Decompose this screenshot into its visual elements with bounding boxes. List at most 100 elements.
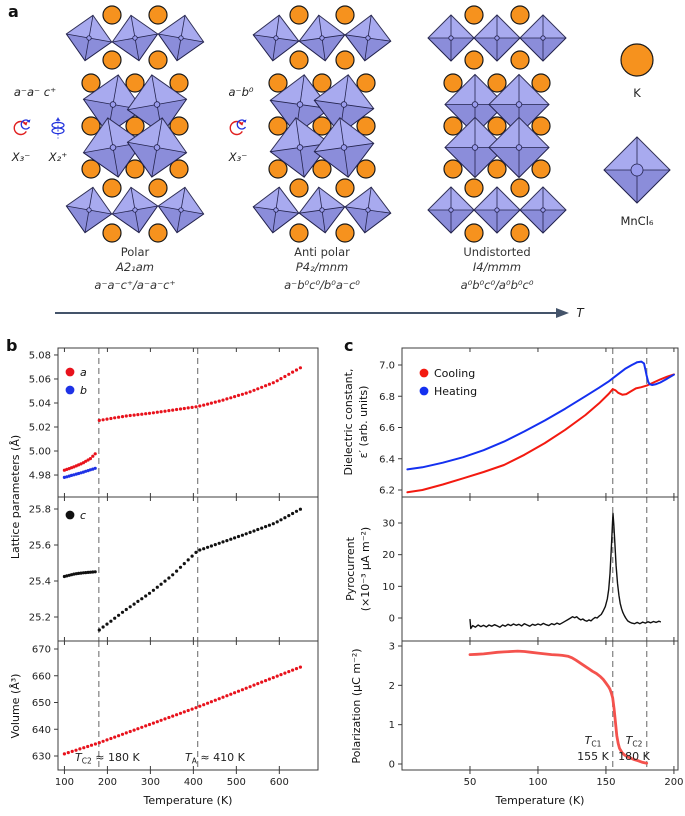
k-atom [443, 73, 463, 93]
octahedron-face [66, 34, 112, 61]
k-atom [289, 178, 309, 198]
data-point [178, 407, 183, 411]
data-point [298, 366, 302, 370]
data-point [244, 532, 248, 536]
data-point [151, 411, 155, 415]
data-point [151, 721, 155, 725]
y-tick-label: 2 [389, 681, 395, 692]
octahedron-face [112, 206, 158, 233]
mncl6-octahedron [519, 186, 567, 234]
data-point [128, 605, 132, 609]
data-point [65, 574, 69, 578]
data-point [147, 591, 152, 595]
data-point [117, 613, 121, 617]
mncl6-octahedron [298, 14, 346, 62]
y-tick-label: 650 [32, 698, 51, 709]
k-atom [169, 116, 189, 136]
axes-box [57, 347, 319, 498]
k-atom [510, 5, 530, 25]
data-point [84, 469, 88, 473]
data-point [287, 372, 291, 376]
y-tick-label: 20 [382, 550, 395, 561]
data-point [175, 407, 179, 412]
data-point [287, 670, 291, 674]
legend-marker [419, 386, 429, 396]
data-point [88, 570, 92, 574]
blue-rotation-arrow [236, 119, 247, 130]
octahedron-face [345, 187, 391, 214]
data-point [144, 594, 148, 598]
data-point [109, 736, 113, 741]
data-point [267, 382, 271, 386]
data-point [120, 415, 125, 419]
data-point [140, 412, 144, 416]
mn-atom [273, 207, 279, 213]
data-point [252, 683, 256, 687]
octahedron-face [345, 206, 391, 233]
panel-c-dielectric-charts: 6.2 6.4 6.6 6.8 7.0 Cooling Heating Dielectric … [342, 347, 683, 807]
blue-arrowhead [242, 119, 247, 123]
x-axis-label: Temperature (K) [143, 794, 233, 807]
data-point [128, 729, 132, 734]
y-axis-label: Polarization (μC m⁻²) [350, 648, 363, 763]
data-point [155, 410, 159, 414]
y-axis-label: Pyrocurrent [344, 536, 357, 601]
mn-atom [132, 35, 138, 41]
k-atom [443, 159, 463, 179]
legend-label: b [80, 384, 87, 397]
data-point [248, 530, 252, 534]
data-point [62, 468, 66, 472]
data-point [136, 413, 140, 417]
y-tick-label: 30 [382, 518, 395, 529]
legend-marker [65, 367, 75, 377]
data-point [202, 547, 206, 551]
k-atom [289, 223, 309, 243]
data-point [264, 679, 268, 683]
data-point [202, 703, 206, 707]
data-point [186, 558, 190, 562]
data-point [72, 572, 76, 576]
subplot-b2: 25.2 25.4 25.6 25.8 c [29, 496, 319, 642]
data-point [291, 511, 295, 516]
data-point [167, 576, 171, 580]
legend-oct-label: MnCl₆ [620, 214, 653, 228]
data-point [244, 686, 248, 690]
mncl6-octahedron [65, 186, 113, 234]
data-point [117, 734, 121, 738]
data-point [144, 412, 148, 416]
data-point [77, 463, 81, 467]
octahedron-face [127, 74, 187, 110]
x-tick-label: 100 [55, 777, 74, 788]
red-rotation-arrow [13, 120, 27, 136]
data-point [225, 397, 229, 401]
k-atom [487, 159, 507, 179]
x-tick-label: 300 [141, 777, 160, 788]
k-atom [312, 159, 332, 179]
data-point [240, 392, 244, 396]
data-point [93, 466, 97, 470]
data-point [109, 416, 113, 421]
x-tick-label: 400 [184, 777, 203, 788]
data-point [294, 509, 299, 513]
k-atom [335, 5, 355, 25]
y-tick-label: 10 [382, 582, 395, 593]
k-atom [620, 43, 654, 77]
data-point [260, 680, 264, 684]
data-point [209, 544, 213, 548]
k-atom [148, 178, 168, 198]
mncl6-octahedron [111, 14, 159, 62]
data-point [136, 599, 140, 603]
mncl6-octahedron [519, 14, 567, 62]
data-point [275, 379, 279, 383]
octahedron-face [83, 117, 143, 153]
annotation: TA ≈ 410 K [185, 751, 246, 766]
annotation: TC2 [626, 734, 643, 749]
data-point [97, 628, 101, 632]
k-atom [102, 50, 122, 70]
data-point [186, 708, 190, 713]
mncl6-octahedron [427, 186, 475, 234]
structure-tilt-system: a⁻a⁻c⁺/a⁻a⁻c⁺ [94, 278, 175, 292]
axes-box [57, 496, 319, 642]
mncl6-octahedron [313, 117, 375, 178]
